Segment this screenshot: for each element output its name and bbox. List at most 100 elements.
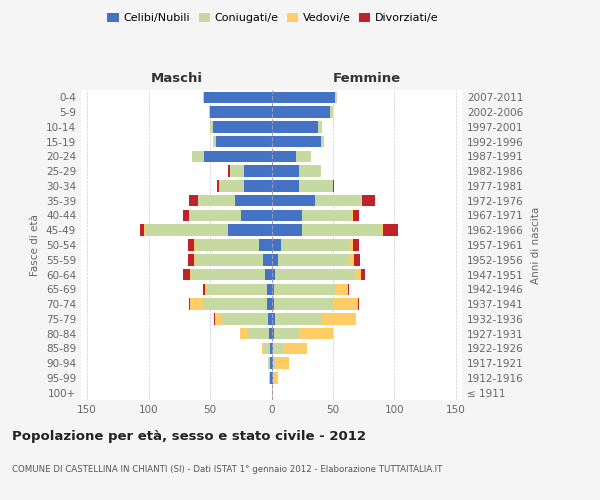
Bar — [283, 342, 307, 354]
Bar — [244, 166, 271, 177]
Bar — [299, 328, 333, 340]
Bar — [271, 254, 278, 266]
Bar — [205, 284, 208, 295]
Bar — [140, 224, 143, 236]
Bar — [273, 358, 277, 369]
Bar — [382, 224, 383, 236]
Bar — [265, 269, 271, 280]
Bar — [271, 342, 273, 354]
Bar — [271, 121, 318, 132]
Bar — [349, 254, 354, 266]
Bar — [214, 313, 215, 324]
Bar — [271, 224, 302, 236]
Bar — [189, 298, 190, 310]
Bar — [269, 372, 270, 384]
Bar — [320, 136, 325, 147]
Bar — [331, 106, 333, 118]
Text: Femmine: Femmine — [332, 72, 401, 85]
Bar — [362, 195, 375, 206]
Bar — [203, 92, 204, 103]
Bar — [220, 180, 244, 192]
Y-axis label: Anni di nascita: Anni di nascita — [530, 206, 541, 284]
Bar — [271, 106, 331, 118]
Bar — [229, 224, 271, 236]
Bar — [277, 358, 289, 369]
Bar — [270, 342, 271, 354]
Bar — [318, 121, 322, 132]
Bar — [270, 358, 271, 369]
Bar — [208, 284, 266, 295]
Bar — [210, 121, 212, 132]
Bar — [209, 106, 210, 118]
Bar — [230, 166, 244, 177]
Bar — [194, 254, 196, 266]
Bar — [270, 372, 271, 384]
Bar — [322, 313, 356, 324]
Bar — [221, 313, 268, 324]
Bar — [191, 269, 265, 280]
Bar — [212, 121, 271, 132]
Bar — [143, 224, 145, 236]
Bar — [218, 180, 220, 192]
Bar — [268, 358, 270, 369]
Bar — [244, 180, 271, 192]
Bar — [210, 106, 271, 118]
Bar — [349, 239, 353, 251]
Bar — [263, 254, 271, 266]
Bar — [271, 239, 281, 251]
Bar — [198, 195, 235, 206]
Bar — [259, 239, 271, 251]
Bar — [333, 298, 358, 310]
Bar — [273, 342, 283, 354]
Bar — [271, 92, 335, 103]
Bar — [271, 136, 320, 147]
Bar — [271, 328, 274, 340]
Bar — [204, 92, 271, 103]
Bar — [196, 254, 263, 266]
Bar — [275, 313, 322, 324]
Bar — [229, 166, 230, 177]
Bar — [216, 136, 271, 147]
Bar — [281, 239, 349, 251]
Bar — [299, 166, 320, 177]
Bar — [191, 150, 204, 162]
Bar — [348, 284, 349, 295]
Bar — [183, 210, 189, 221]
Bar — [361, 269, 365, 280]
Legend: Celibi/Nubili, Coniugati/e, Vedovi/e, Divorziati/e: Celibi/Nubili, Coniugati/e, Vedovi/e, Di… — [105, 10, 441, 26]
Bar — [271, 387, 273, 398]
Bar — [189, 195, 198, 206]
Bar — [235, 195, 271, 206]
Bar — [268, 313, 271, 324]
Bar — [262, 342, 264, 354]
Bar — [274, 328, 299, 340]
Bar — [333, 180, 334, 192]
Bar — [296, 150, 311, 162]
Bar — [145, 224, 229, 236]
Bar — [183, 269, 190, 280]
Bar — [314, 195, 361, 206]
Bar — [266, 298, 271, 310]
Bar — [273, 372, 274, 384]
Bar — [302, 224, 382, 236]
Bar — [335, 92, 337, 103]
Bar — [239, 328, 247, 340]
Bar — [212, 136, 216, 147]
Bar — [271, 372, 273, 384]
Bar — [275, 269, 355, 280]
Bar — [271, 210, 302, 221]
Y-axis label: Fasce di età: Fasce di età — [31, 214, 40, 276]
Bar — [361, 195, 362, 206]
Bar — [271, 195, 314, 206]
Bar — [190, 298, 203, 310]
Bar — [353, 239, 359, 251]
Bar — [271, 166, 299, 177]
Bar — [355, 269, 361, 280]
Bar — [188, 239, 194, 251]
Bar — [271, 358, 273, 369]
Bar — [189, 210, 241, 221]
Bar — [274, 372, 278, 384]
Bar — [274, 284, 335, 295]
Bar — [271, 284, 274, 295]
Bar — [266, 284, 271, 295]
